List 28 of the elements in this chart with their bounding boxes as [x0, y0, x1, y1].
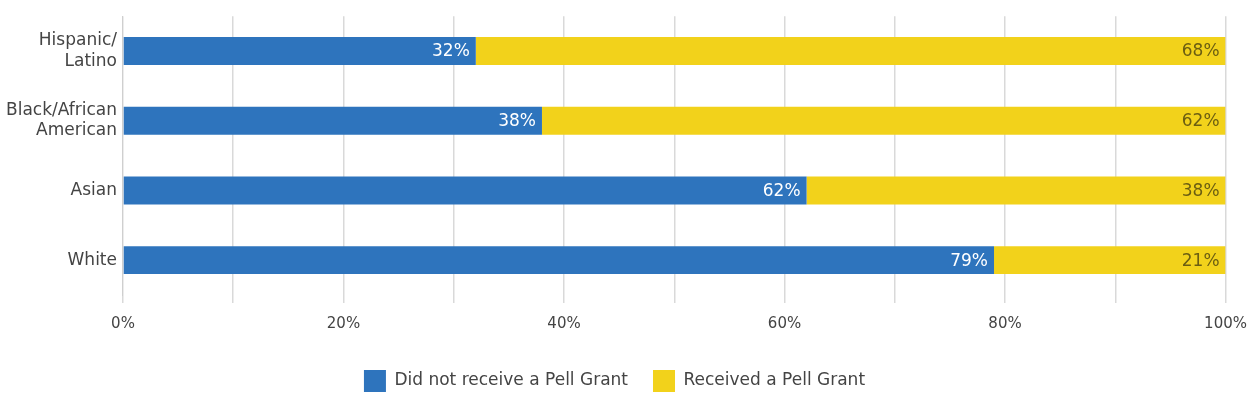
x-tick-label: 100% [1204, 313, 1247, 332]
data-label: 38% [498, 110, 536, 131]
bar [123, 246, 995, 275]
bar [475, 37, 1226, 65]
data-label: 38% [1181, 179, 1220, 200]
x-tick-label: 20% [326, 313, 361, 332]
x-tick-label: 60% [767, 313, 802, 332]
y-tick-label: Black/African American [6, 98, 117, 140]
y-tick-label: White [67, 248, 117, 269]
bar [806, 176, 1226, 205]
x-tick-label: 40% [547, 313, 581, 332]
bar [123, 176, 807, 205]
x-tick-label: 0% [111, 313, 135, 332]
data-label: 62% [1181, 110, 1220, 131]
bar [541, 106, 1226, 135]
data-label: 68% [1181, 40, 1220, 61]
bar [123, 37, 476, 65]
bar [123, 106, 542, 135]
legend-label: Received a Pell Grant [683, 369, 866, 390]
y-tick-label: Asian [70, 178, 117, 199]
x-tick-label: 80% [988, 313, 1022, 332]
legend-label: Did not receive a Pell Grant [394, 369, 629, 390]
data-label: 79% [950, 249, 989, 270]
y-tick-label: Hispanic/ Latino [38, 29, 118, 70]
data-label: 21% [1181, 249, 1220, 270]
bar [994, 246, 1226, 275]
data-label: 62% [762, 179, 801, 200]
data-label: 32% [432, 40, 470, 61]
